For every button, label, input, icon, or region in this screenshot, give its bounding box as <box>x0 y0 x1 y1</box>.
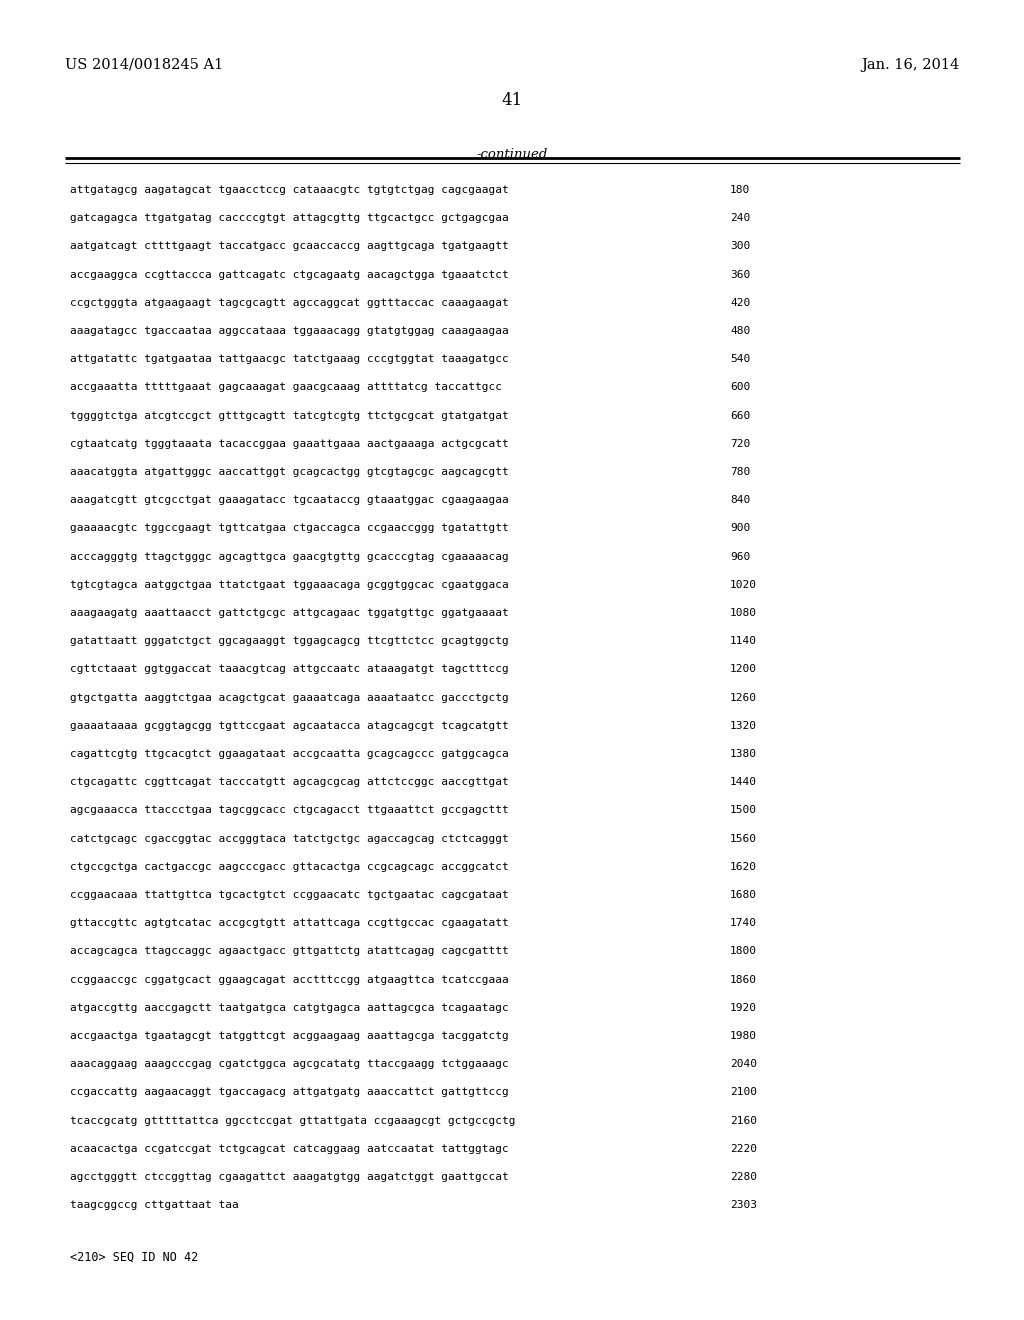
Text: 1320: 1320 <box>730 721 757 731</box>
Text: attgatagcg aagatagcat tgaacctccg cataaacgtc tgtgtctgag cagcgaagat: attgatagcg aagatagcat tgaacctccg cataaac… <box>70 185 509 195</box>
Text: 960: 960 <box>730 552 751 561</box>
Text: 600: 600 <box>730 383 751 392</box>
Text: atgaccgttg aaccgagctt taatgatgca catgtgagca aattagcgca tcagaatagc: atgaccgttg aaccgagctt taatgatgca catgtga… <box>70 1003 509 1012</box>
Text: 2160: 2160 <box>730 1115 757 1126</box>
Text: cgtaatcatg tgggtaaata tacaccggaa gaaattgaaa aactgaaaga actgcgcatt: cgtaatcatg tgggtaaata tacaccggaa gaaattg… <box>70 438 509 449</box>
Text: 1140: 1140 <box>730 636 757 647</box>
Text: ccggaacaaa ttattgttca tgcactgtct ccggaacatc tgctgaatac cagcgataat: ccggaacaaa ttattgttca tgcactgtct ccggaac… <box>70 890 509 900</box>
Text: ccgctgggta atgaagaagt tagcgcagtt agccaggcat ggtttaccac caaagaagat: ccgctgggta atgaagaagt tagcgcagtt agccagg… <box>70 298 509 308</box>
Text: 1500: 1500 <box>730 805 757 816</box>
Text: 1620: 1620 <box>730 862 757 871</box>
Text: cagattcgtg ttgcacgtct ggaagataat accgcaatta gcagcagccc gatggcagca: cagattcgtg ttgcacgtct ggaagataat accgcaa… <box>70 748 509 759</box>
Text: 1440: 1440 <box>730 777 757 787</box>
Text: 900: 900 <box>730 524 751 533</box>
Text: aatgatcagt cttttgaagt taccatgacc gcaaccaccg aagttgcaga tgatgaagtt: aatgatcagt cttttgaagt taccatgacc gcaacca… <box>70 242 509 251</box>
Text: 2220: 2220 <box>730 1144 757 1154</box>
Text: 480: 480 <box>730 326 751 337</box>
Text: 41: 41 <box>502 92 523 110</box>
Text: cgttctaaat ggtggaccat taaacgtcag attgccaatc ataaagatgt tagctttccg: cgttctaaat ggtggaccat taaacgtcag attgcca… <box>70 664 509 675</box>
Text: ccggaaccgc cggatgcact ggaagcagat acctttccgg atgaagttca tcatccgaaa: ccggaaccgc cggatgcact ggaagcagat acctttc… <box>70 974 509 985</box>
Text: 1560: 1560 <box>730 834 757 843</box>
Text: -continued: -continued <box>477 148 548 161</box>
Text: aaagatagcc tgaccaataa aggccataaa tggaaacagg gtatgtggag caaagaagaa: aaagatagcc tgaccaataa aggccataaa tggaaac… <box>70 326 509 337</box>
Text: agcgaaacca ttaccctgaa tagcggcacc ctgcagacct ttgaaattct gccgagcttt: agcgaaacca ttaccctgaa tagcggcacc ctgcaga… <box>70 805 509 816</box>
Text: aaagatcgtt gtcgcctgat gaaagatacc tgcaataccg gtaaatggac cgaagaagaa: aaagatcgtt gtcgcctgat gaaagatacc tgcaata… <box>70 495 509 506</box>
Text: 1920: 1920 <box>730 1003 757 1012</box>
Text: ctgccgctga cactgaccgc aagcccgacc gttacactga ccgcagcagc accggcatct: ctgccgctga cactgaccgc aagcccgacc gttacac… <box>70 862 509 871</box>
Text: accgaaatta tttttgaaat gagcaaagat gaacgcaaag attttatcg taccattgcc: accgaaatta tttttgaaat gagcaaagat gaacgca… <box>70 383 502 392</box>
Text: 1020: 1020 <box>730 579 757 590</box>
Text: 360: 360 <box>730 269 751 280</box>
Text: aaagaagatg aaattaacct gattctgcgc attgcagaac tggatgttgc ggatgaaaat: aaagaagatg aaattaacct gattctgcgc attgcag… <box>70 609 509 618</box>
Text: 1380: 1380 <box>730 748 757 759</box>
Text: gatcagagca ttgatgatag caccccgtgt attagcgttg ttgcactgcc gctgagcgaa: gatcagagca ttgatgatag caccccgtgt attagcg… <box>70 214 509 223</box>
Text: acccagggtg ttagctgggc agcagttgca gaacgtgttg gcacccgtag cgaaaaacag: acccagggtg ttagctgggc agcagttgca gaacgtg… <box>70 552 509 561</box>
Text: US 2014/0018245 A1: US 2014/0018245 A1 <box>65 58 223 73</box>
Text: 660: 660 <box>730 411 751 421</box>
Text: 1980: 1980 <box>730 1031 757 1041</box>
Text: ctgcagattc cggttcagat tacccatgtt agcagcgcag attctccggc aaccgttgat: ctgcagattc cggttcagat tacccatgtt agcagcg… <box>70 777 509 787</box>
Text: gaaaataaaa gcggtagcgg tgttccgaat agcaatacca atagcagcgt tcagcatgtt: gaaaataaaa gcggtagcgg tgttccgaat agcaata… <box>70 721 509 731</box>
Text: tggggtctga atcgtccgct gtttgcagtt tatcgtcgtg ttctgcgcat gtatgatgat: tggggtctga atcgtccgct gtttgcagtt tatcgtc… <box>70 411 509 421</box>
Text: attgatattc tgatgaataa tattgaacgc tatctgaaag cccgtggtat taaagatgcc: attgatattc tgatgaataa tattgaacgc tatctga… <box>70 354 509 364</box>
Text: Jan. 16, 2014: Jan. 16, 2014 <box>862 58 961 73</box>
Text: 1860: 1860 <box>730 974 757 985</box>
Text: 300: 300 <box>730 242 751 251</box>
Text: gatattaatt gggatctgct ggcagaaggt tggagcagcg ttcgttctcc gcagtggctg: gatattaatt gggatctgct ggcagaaggt tggagca… <box>70 636 509 647</box>
Text: 1800: 1800 <box>730 946 757 957</box>
Text: 1680: 1680 <box>730 890 757 900</box>
Text: 2040: 2040 <box>730 1059 757 1069</box>
Text: 1740: 1740 <box>730 919 757 928</box>
Text: agcctgggtt ctccggttag cgaagattct aaagatgtgg aagatctggt gaattgccat: agcctgggtt ctccggttag cgaagattct aaagatg… <box>70 1172 509 1181</box>
Text: aaacatggta atgattgggc aaccattggt gcagcactgg gtcgtagcgc aagcagcgtt: aaacatggta atgattgggc aaccattggt gcagcac… <box>70 467 509 477</box>
Text: 1260: 1260 <box>730 693 757 702</box>
Text: accagcagca ttagccaggc agaactgacc gttgattctg atattcagag cagcgatttt: accagcagca ttagccaggc agaactgacc gttgatt… <box>70 946 509 957</box>
Text: 420: 420 <box>730 298 751 308</box>
Text: 540: 540 <box>730 354 751 364</box>
Text: 1080: 1080 <box>730 609 757 618</box>
Text: tcaccgcatg gtttttattca ggcctccgat gttattgata ccgaaagcgt gctgccgctg: tcaccgcatg gtttttattca ggcctccgat gttatt… <box>70 1115 515 1126</box>
Text: catctgcagc cgaccggtac accgggtaca tatctgctgc agaccagcag ctctcagggt: catctgcagc cgaccggtac accgggtaca tatctgc… <box>70 834 509 843</box>
Text: tgtcgtagca aatggctgaa ttatctgaat tggaaacaga gcggtggcac cgaatggaca: tgtcgtagca aatggctgaa ttatctgaat tggaaac… <box>70 579 509 590</box>
Text: 180: 180 <box>730 185 751 195</box>
Text: taagcggccg cttgattaat taa: taagcggccg cttgattaat taa <box>70 1200 239 1210</box>
Text: 780: 780 <box>730 467 751 477</box>
Text: 840: 840 <box>730 495 751 506</box>
Text: 2100: 2100 <box>730 1088 757 1097</box>
Text: 240: 240 <box>730 214 751 223</box>
Text: ccgaccattg aagaacaggt tgaccagacg attgatgatg aaaccattct gattgttccg: ccgaccattg aagaacaggt tgaccagacg attgatg… <box>70 1088 509 1097</box>
Text: 1200: 1200 <box>730 664 757 675</box>
Text: 2303: 2303 <box>730 1200 757 1210</box>
Text: 2280: 2280 <box>730 1172 757 1181</box>
Text: <210> SEQ ID NO 42: <210> SEQ ID NO 42 <box>70 1250 199 1263</box>
Text: gaaaaacgtc tggccgaagt tgttcatgaa ctgaccagca ccgaaccggg tgatattgtt: gaaaaacgtc tggccgaagt tgttcatgaa ctgacca… <box>70 524 509 533</box>
Text: aaacaggaag aaagcccgag cgatctggca agcgcatatg ttaccgaagg tctggaaagc: aaacaggaag aaagcccgag cgatctggca agcgcat… <box>70 1059 509 1069</box>
Text: accgaactga tgaatagcgt tatggttcgt acggaagaag aaattagcga tacggatctg: accgaactga tgaatagcgt tatggttcgt acggaag… <box>70 1031 509 1041</box>
Text: gtgctgatta aaggtctgaa acagctgcat gaaaatcaga aaaataatcc gaccctgctg: gtgctgatta aaggtctgaa acagctgcat gaaaatc… <box>70 693 509 702</box>
Text: 720: 720 <box>730 438 751 449</box>
Text: gttaccgttc agtgtcatac accgcgtgtt attattcaga ccgttgccac cgaagatatt: gttaccgttc agtgtcatac accgcgtgtt attattc… <box>70 919 509 928</box>
Text: accgaaggca ccgttaccca gattcagatc ctgcagaatg aacagctgga tgaaatctct: accgaaggca ccgttaccca gattcagatc ctgcaga… <box>70 269 509 280</box>
Text: acaacactga ccgatccgat tctgcagcat catcaggaag aatccaatat tattggtagc: acaacactga ccgatccgat tctgcagcat catcagg… <box>70 1144 509 1154</box>
